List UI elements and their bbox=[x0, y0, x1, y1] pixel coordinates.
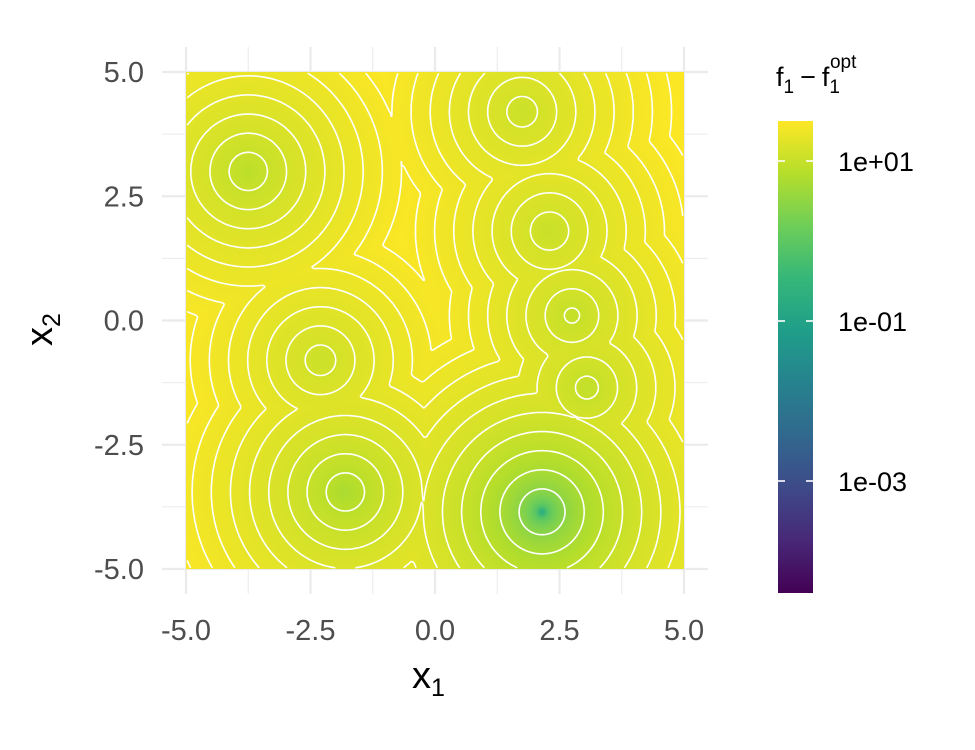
contour-line bbox=[186, 72, 684, 569]
legend-tick-label: 1e-01 bbox=[838, 307, 907, 337]
x-tick-label: 2.5 bbox=[539, 615, 579, 647]
contour-line bbox=[190, 76, 662, 569]
y-tick-label: 5.0 bbox=[104, 57, 144, 89]
x-tick-label: 5.0 bbox=[664, 615, 704, 647]
x-tick-label: -5.0 bbox=[161, 615, 211, 647]
y-tick-label: 0.0 bbox=[104, 306, 144, 338]
contour-lines bbox=[186, 72, 684, 569]
contour-line bbox=[186, 72, 684, 569]
contour-line bbox=[186, 72, 684, 569]
y-tick-label: -5.0 bbox=[94, 554, 144, 586]
contour-line bbox=[186, 72, 684, 569]
x-axis-title: x1 bbox=[412, 655, 445, 702]
y-tick-label: -2.5 bbox=[94, 430, 144, 462]
heatmap-surface bbox=[186, 72, 684, 569]
heatmap-image bbox=[186, 72, 684, 569]
contour-line bbox=[665, 73, 684, 156]
contour-line bbox=[499, 469, 585, 555]
contour-line bbox=[209, 95, 643, 569]
contour-line bbox=[518, 488, 566, 536]
legend: f1− f1opt 1e+01 1e-01 1e-03 bbox=[776, 52, 914, 593]
legend-title: f1− f1opt bbox=[776, 52, 857, 98]
legend-tick-label: 1e+01 bbox=[838, 147, 914, 177]
y-tick-label: 2.5 bbox=[104, 181, 144, 213]
x-tick-label: 0.0 bbox=[415, 615, 455, 647]
y-axis-title: x2 bbox=[19, 313, 66, 346]
x-tick-label: -2.5 bbox=[286, 615, 336, 647]
contour-line bbox=[325, 449, 605, 569]
axis-tick-labels: -5.0 -2.5 0.0 2.5 5.0 -5.0 -2.5 0.0 2.5 5.0 bbox=[94, 57, 704, 647]
legend-ticks: 1e+01 1e-01 1e-03 bbox=[778, 147, 914, 497]
contour-line bbox=[228, 151, 624, 569]
legend-tick-label: 1e-03 bbox=[838, 467, 907, 497]
legend-colorbar bbox=[778, 121, 813, 593]
contour-line bbox=[186, 72, 681, 569]
